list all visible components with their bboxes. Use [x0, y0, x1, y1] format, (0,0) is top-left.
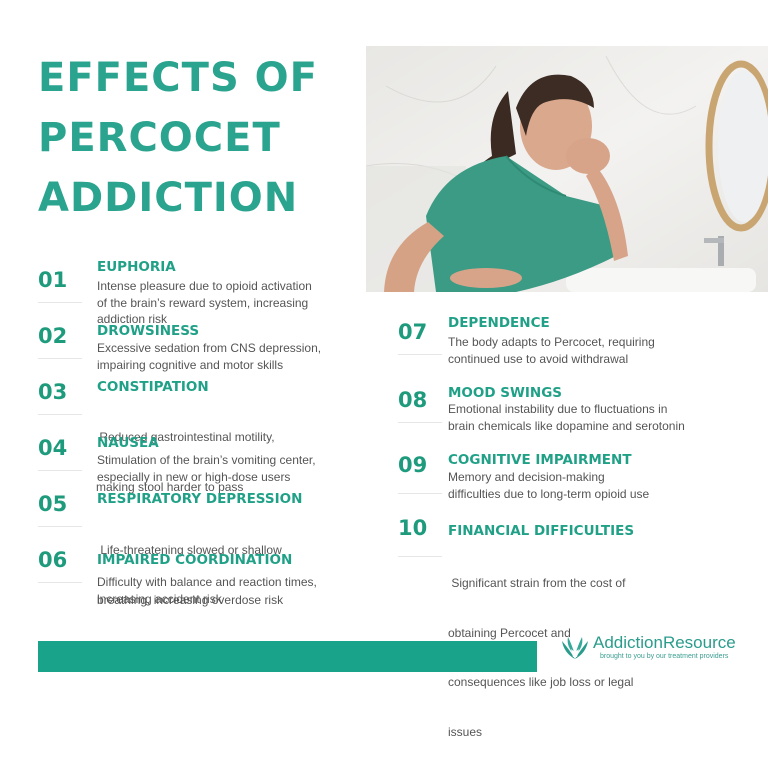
effect-description: The body adapts to Percocet, requiring c… — [448, 334, 655, 367]
effect-description: Emotional instability due to fluctuation… — [448, 401, 685, 434]
desc-line: Emotional instability due to fluctuation… — [448, 402, 668, 416]
divider — [38, 470, 82, 471]
divider — [398, 354, 442, 355]
effect-number: 02 — [38, 324, 68, 348]
effect-title: IMPAIRED COORDINATION — [97, 552, 293, 568]
effect-number: 03 — [38, 380, 68, 404]
desc-line: obtaining Percocet and — [448, 625, 571, 640]
effect-description: Reduced gastrointestinal motility, makin… — [96, 396, 275, 512]
title-line-1: EFFECTS OF — [38, 55, 318, 101]
desc-line: addiction risk — [97, 312, 168, 326]
desc-line: of the brain’s reward system, increasing — [97, 295, 309, 310]
logo-tagline: brought to you by our treatment provider… — [600, 653, 729, 660]
desc-line: consequences like job loss or legal — [448, 675, 634, 689]
footer-accent-bar — [38, 641, 537, 672]
divider — [38, 582, 82, 583]
effect-title: CONSTIPATION — [97, 379, 209, 395]
lotus-person-icon — [562, 637, 588, 659]
effect-description: Stimulation of the brain’s vomiting cent… — [97, 452, 316, 485]
desc-line: making stool harder to pass — [96, 479, 244, 494]
effect-number: 04 — [38, 436, 68, 460]
logo-word-addiction: Addiction — [593, 633, 663, 652]
desc-line: Reduced gastrointestinal motility, — [96, 430, 275, 444]
effect-number: 09 — [398, 453, 428, 477]
desc-line: Life-threatening slowed or shallow — [97, 543, 282, 557]
desc-line: Excessive sedation from CNS depression, — [97, 341, 322, 355]
effect-title: DROWSINESS — [97, 323, 200, 339]
desc-line: Difficulty with balance and reaction tim… — [97, 575, 317, 589]
effect-description: Difficulty with balance and reaction tim… — [97, 574, 317, 607]
desc-line: Memory and decision-making — [448, 470, 605, 484]
effect-title: DEPENDENCE — [448, 315, 550, 331]
effect-title: EUPHORIA — [97, 259, 176, 275]
logo-wordmark: AddictionResource — [593, 633, 736, 653]
divider — [398, 422, 442, 423]
effect-description: Excessive sedation from CNS depression, … — [97, 340, 321, 373]
hero-photo — [366, 46, 768, 292]
effect-number: 08 — [398, 388, 428, 412]
effect-number: 06 — [38, 548, 68, 572]
divider — [38, 414, 82, 415]
title-line-3: ADDICTION — [38, 175, 299, 221]
desc-line: continued use to avoid withdrawal — [448, 351, 629, 366]
divider — [398, 493, 442, 494]
addiction-resource-logo[interactable]: AddictionResource brought to you by our … — [560, 633, 740, 663]
desc-line: difficulties due to long-term opioid use — [448, 486, 650, 501]
effect-description: Memory and decision-making difficulties … — [448, 469, 649, 502]
desc-line: especially in new or high-dose users — [97, 469, 291, 484]
effect-number: 05 — [38, 492, 68, 516]
desc-line: impairing cognitive and motor skills — [97, 357, 284, 372]
desc-line: issues — [448, 724, 483, 739]
logo-word-resource: Resource — [662, 633, 736, 652]
desc-line: brain chemicals like dopamine and seroto… — [448, 418, 685, 433]
divider — [398, 556, 442, 557]
effect-description: Life-threatening slowed or shallow breat… — [97, 509, 283, 625]
effect-title: RESPIRATORY DEPRESSION — [97, 491, 303, 507]
divider — [38, 302, 82, 303]
page-title: EFFECTS OF PERCOCET ADDICTION — [38, 48, 318, 228]
desc-line: Stimulation of the brain’s vomiting cent… — [97, 453, 316, 467]
effect-title: MOOD SWINGS — [448, 385, 563, 401]
desc-line: breathing, increasing overdose risk — [97, 592, 284, 607]
effect-title: FINANCIAL DIFFICULTIES — [448, 523, 635, 539]
effect-title: NAUSEA — [97, 435, 159, 451]
desc-line: increasing accident risk — [97, 591, 222, 606]
divider — [38, 358, 82, 359]
nauseous-woman-illustration — [366, 46, 768, 292]
effect-number: 01 — [38, 268, 68, 292]
title-line-2: PERCOCET — [38, 115, 281, 161]
desc-line: Significant strain from the cost of — [448, 576, 626, 590]
effect-number: 10 — [398, 516, 428, 540]
effect-number: 07 — [398, 320, 428, 344]
desc-line: The body adapts to Percocet, requiring — [448, 335, 655, 349]
effect-description: Intense pleasure due to opioid activatio… — [97, 278, 312, 328]
divider — [38, 526, 82, 527]
desc-line: Intense pleasure due to opioid activatio… — [97, 279, 312, 293]
effect-title: COGNITIVE IMPAIRMENT — [448, 452, 632, 468]
